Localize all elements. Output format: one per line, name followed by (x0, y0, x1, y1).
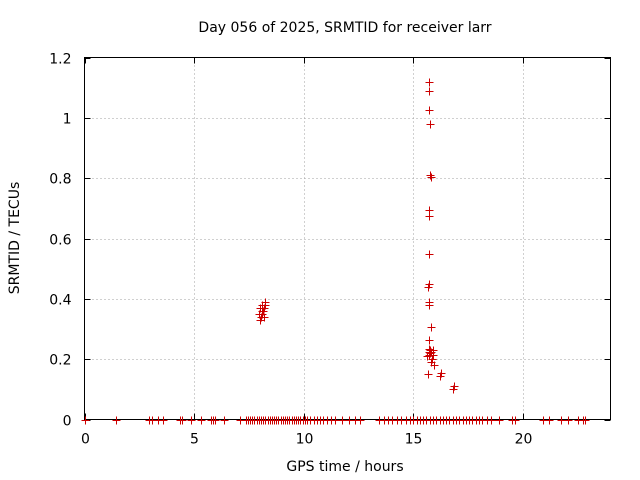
y-tick-label: 0.8 (49, 172, 71, 188)
plot-frame (84, 57, 611, 420)
data-point (430, 361, 439, 370)
data-point (495, 416, 504, 425)
x-tick-label: 20 (515, 432, 533, 448)
data-point (581, 416, 590, 425)
data-point (426, 171, 435, 180)
data-point (211, 416, 220, 425)
data-point (220, 416, 229, 425)
data-point (426, 120, 435, 129)
data-point (425, 336, 434, 345)
data-point (564, 416, 573, 425)
x-tick-label: 0 (81, 432, 90, 448)
data-point (338, 416, 347, 425)
data-point (427, 173, 436, 182)
data-point (260, 313, 269, 322)
data-point (425, 87, 434, 96)
x-tick-label: 15 (405, 432, 423, 448)
data-point (425, 106, 434, 115)
x-tick-label: 10 (296, 432, 314, 448)
x-axis-label: GPS time / hours (286, 459, 403, 475)
tick-labels: 0 5 10 15 20 0 0.2 0.4 0.6 0.8 1 1.2 (49, 52, 532, 448)
data-point (437, 369, 446, 378)
axis-ticks (84, 57, 611, 421)
data-point (197, 416, 206, 425)
data-point (159, 416, 168, 425)
y-tick-label: 0 (63, 414, 72, 430)
data-point (423, 352, 432, 361)
data-point (112, 416, 121, 425)
data-point (187, 416, 196, 425)
data-point (81, 416, 90, 425)
data-point (178, 416, 187, 425)
data-point (427, 323, 436, 332)
data-point (261, 301, 270, 310)
data-point (429, 346, 438, 355)
y-axis-label: SRMTID / TECUs (7, 182, 23, 295)
y-tick-label: 1.2 (49, 52, 71, 68)
data-point (424, 370, 433, 379)
data-point (425, 298, 434, 307)
data-point (557, 416, 566, 425)
data-point (450, 382, 459, 391)
x-tick-label: 5 (190, 432, 199, 448)
y-tick-label: 0.2 (49, 353, 71, 369)
data-point (424, 283, 433, 292)
data-point (425, 78, 434, 87)
chart-title: Day 056 of 2025, SRMTID for receiver lar… (198, 20, 491, 36)
data-point (356, 416, 365, 425)
y-tick-label: 0.6 (49, 233, 71, 249)
grid (84, 57, 611, 420)
data-point (545, 416, 554, 425)
data-point (425, 250, 434, 259)
data-points (81, 78, 590, 425)
y-tick-label: 0.4 (49, 293, 71, 309)
y-tick-label: 1 (63, 112, 72, 128)
data-point (331, 416, 340, 425)
data-point (487, 416, 496, 425)
data-point (425, 212, 434, 221)
data-point (511, 416, 520, 425)
